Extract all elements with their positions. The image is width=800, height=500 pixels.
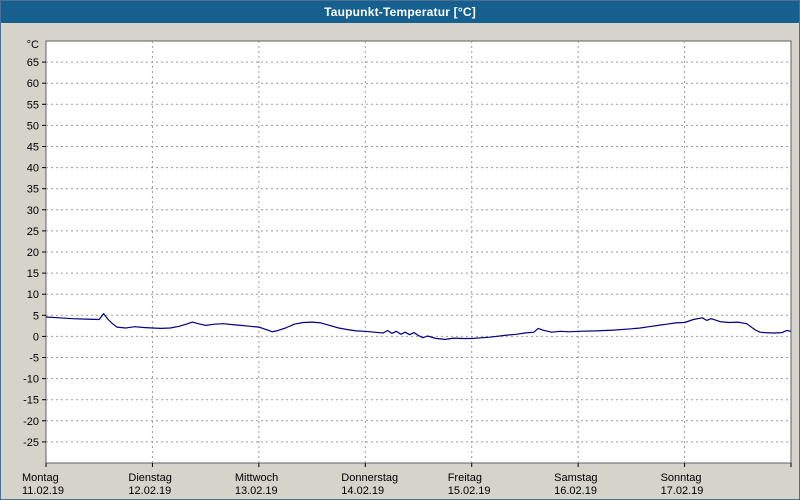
- dewpoint-temperature-chart: -25 -20 -15 -10 -5 0 5 10 15 20 25 30 35 40 45 50 55 60 65…: [22, 39, 792, 497]
- day-date-label: 11.02.19: [22, 485, 64, 497]
- svg-text:5: 5: [33, 310, 39, 322]
- svg-text:-20: -20: [23, 416, 39, 428]
- svg-text:65: 65: [27, 57, 39, 69]
- y-axis-unit-label: °C: [27, 39, 39, 51]
- y-axis-labels: -25 -20 -15 -10 -5 0 5 10 15 20 25 30 35 40 45 50 55 60 65…: [23, 39, 46, 449]
- day-date-label: 14.02.19: [341, 485, 384, 497]
- day-name-label: Donnerstag: [341, 472, 398, 484]
- day-date-label: 15.02.19: [448, 485, 491, 497]
- svg-text:-15: -15: [23, 395, 39, 407]
- svg-text:30: 30: [27, 205, 39, 217]
- svg-text:45: 45: [27, 142, 39, 154]
- day-date-label: 13.02.19: [235, 485, 278, 497]
- svg-text:-5: -5: [29, 353, 39, 365]
- svg-text:60: 60: [27, 78, 39, 90]
- day-name-label: Samstag: [554, 472, 597, 484]
- svg-text:40: 40: [27, 163, 39, 175]
- svg-text:-25: -25: [23, 437, 39, 449]
- day-name-label: Dienstag: [128, 472, 171, 484]
- day-name-label: Mittwoch: [235, 472, 278, 484]
- chart-area: -25 -20 -15 -10 -5 0 5 10 15 20 25 30 35 40 45 50 55 60 65…: [1, 23, 799, 499]
- day-name-label: Montag: [22, 472, 59, 484]
- svg-text:25: 25: [27, 226, 39, 238]
- data-line: [45, 313, 792, 340]
- day-date-label: 16.02.19: [554, 485, 597, 497]
- window-titlebar: Taupunkt-Temperatur [°C]: [1, 1, 799, 23]
- svg-text:10: 10: [27, 289, 39, 301]
- grid-lines: [46, 41, 791, 463]
- day-name-label: Freitag: [448, 472, 482, 484]
- day-name-label: Sonntag: [661, 472, 702, 484]
- svg-text:15: 15: [27, 268, 39, 280]
- svg-text:0: 0: [33, 331, 39, 343]
- page-title: Taupunkt-Temperatur [°C]: [324, 5, 476, 19]
- svg-text:20: 20: [27, 247, 39, 259]
- svg-text:50: 50: [27, 120, 39, 132]
- svg-text:35: 35: [27, 184, 39, 196]
- day-date-label: 12.02.19: [128, 485, 171, 497]
- svg-text:-10: -10: [23, 374, 39, 386]
- day-date-label: 17.02.19: [661, 485, 704, 497]
- svg-text:55: 55: [27, 99, 39, 111]
